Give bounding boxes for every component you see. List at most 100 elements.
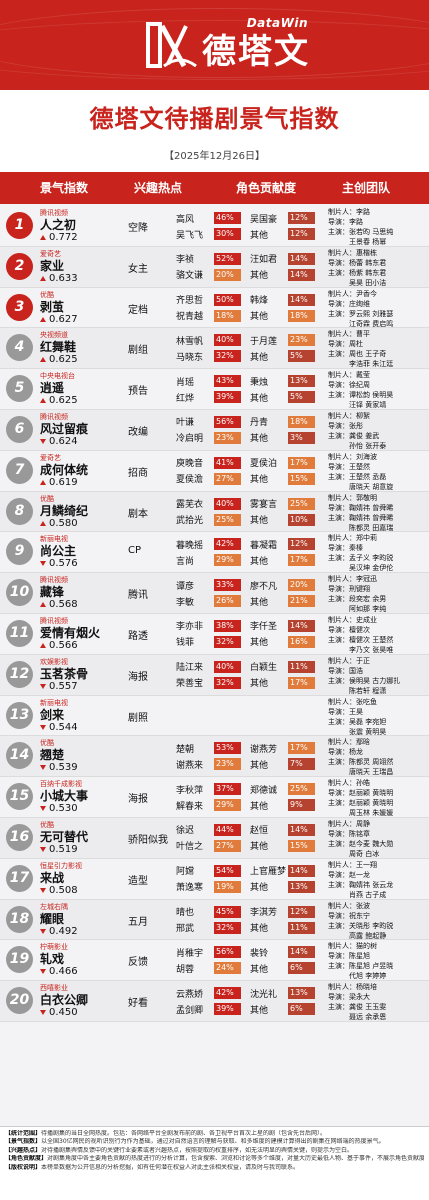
role-contribution: 白颖生 11% bbox=[250, 660, 315, 674]
ranking-row[interactable]: 18 左城右隅 耀眼 0.492 五月 晴也 45% 邢武 32% 李淇芳 12% 其他 11% 制片人：… bbox=[0, 899, 429, 941]
role-contribution: 其他 10% bbox=[250, 513, 315, 527]
team-line: 导演：陈星旭 bbox=[328, 952, 370, 961]
drama-title[interactable]: 尚公主 bbox=[40, 544, 77, 559]
trend-up-icon bbox=[40, 602, 46, 608]
drama-title[interactable]: 爱情有烟火 bbox=[40, 625, 101, 640]
ranking-row[interactable]: 7 爱奇艺 成何体统 0.619 招商 庾晚音 41% 夏侯澹 27% 夏侯泊 17% 其他 15% 制片… bbox=[0, 450, 429, 492]
ranking-row[interactable]: 13 新丽电视 剑来 0.544 剧照 制片人：张吃鱼 导演：王昊 主演：吴磊 李宛妲 张震 … bbox=[0, 695, 429, 737]
trend-down-icon bbox=[40, 806, 46, 812]
drama-title[interactable]: 月鳞绮纪 bbox=[40, 503, 89, 518]
ranking-row[interactable]: 11 腾讯视频 爱情有烟火 0.566 路透 李亦非 38% 钱菲 32% 李仟圣 14% 其他 16%… bbox=[0, 613, 429, 655]
drama-title[interactable]: 轧戏 bbox=[40, 952, 65, 967]
trend-up-icon bbox=[40, 479, 46, 485]
drama-title[interactable]: 玉茗茶骨 bbox=[40, 666, 89, 681]
drama-title[interactable]: 翘楚 bbox=[40, 748, 65, 763]
drama-title[interactable]: 风过留痕 bbox=[40, 421, 89, 436]
ranking-row[interactable]: 20 西嘻影业 白衣公卿 0.450 好看 云燕娇 42% 孟剑卿 39% 沈光礼 13% 其他 6% 制… bbox=[0, 981, 429, 1022]
rank-badge: 4 bbox=[6, 334, 33, 362]
role-percent: 17% bbox=[288, 742, 315, 755]
trend-down-icon bbox=[40, 887, 46, 893]
index-score: 0.544 bbox=[40, 722, 78, 733]
role-contribution: 叶信之 27% bbox=[176, 839, 241, 853]
ranking-row[interactable]: 17 恒星引力影视 来战 0.508 造型 阿嫦 54% 萧逸寒 19% 上官雁梦 14% 其他 13%… bbox=[0, 858, 429, 900]
role-contribution: 阿嫦 54% bbox=[176, 864, 241, 878]
brand-cn: 德塔文 bbox=[202, 32, 310, 72]
role-name: 其他 bbox=[250, 760, 269, 771]
role-contribution: 李敏 26% bbox=[176, 594, 241, 608]
team-line: 唐晓天 胡意旋 bbox=[328, 482, 394, 491]
ranking-row[interactable]: 1 腾讯视频 人之初 0.772 空降 高风 46% 吴飞飞 30% 吴国豪 12% 其他 12% 制片人… bbox=[0, 206, 429, 247]
drama-title[interactable]: 剑来 bbox=[40, 707, 65, 722]
ranking-row[interactable]: 2 爱奇艺 家业 0.633 女主 李祯 52% 骆文谦 20% 汪如君 14% 其他 14% 制片人：惠… bbox=[0, 246, 429, 288]
role-percent: 17% bbox=[288, 456, 315, 469]
team-line: 陈都灵 田嘉瑞 bbox=[328, 523, 394, 532]
team-line: 主演：陈都灵 周翊然 bbox=[328, 758, 394, 767]
trend-up-icon bbox=[40, 357, 46, 363]
trend-down-icon bbox=[40, 969, 46, 975]
rank-badge: 10 bbox=[6, 579, 33, 607]
role-name: 其他 bbox=[250, 964, 269, 975]
role-name: 红烨 bbox=[176, 393, 195, 404]
hot-topic: 改编 bbox=[128, 426, 148, 438]
role-name: 谢燕来 bbox=[176, 760, 204, 771]
ranking-row[interactable]: 6 腾讯视频 风过留痕 0.624 改编 叶谦 56% 冷启明 23% 丹青 18% 其他 3% 制片人：… bbox=[0, 409, 429, 451]
ranking-row[interactable]: 3 优酷 剥茧 0.627 定档 齐思哲 50% 祝青越 18% 韩烽 14% 其他 18% 制片人：尹香… bbox=[0, 287, 429, 329]
team-line: 导演：赵丽颖 黄晓明 bbox=[328, 789, 394, 798]
role-contribution: 暮晚摇 42% bbox=[176, 537, 241, 551]
drama-title[interactable]: 小城大事 bbox=[40, 789, 89, 804]
score-value: 0.580 bbox=[49, 517, 78, 529]
drama-title[interactable]: 家业 bbox=[40, 258, 65, 273]
index-score: 0.624 bbox=[40, 436, 78, 447]
role-percent: 42% bbox=[214, 987, 241, 1000]
drama-title[interactable]: 成何体统 bbox=[40, 462, 89, 477]
drama-title[interactable]: 耀眼 bbox=[40, 911, 65, 926]
trend-down-icon bbox=[40, 683, 46, 689]
team-line: 制片人：张吃鱼 bbox=[328, 697, 377, 706]
drama-title[interactable]: 藏锋 bbox=[40, 585, 65, 600]
brand-banner: DataWin 德塔文 bbox=[0, 0, 429, 90]
ranking-row[interactable]: 15 百纳千成影视 小城大事 0.530 海报 李秋萍 37% 解春来 29% 郑德诚 25% 其他 9… bbox=[0, 777, 429, 818]
score-value: 0.566 bbox=[49, 639, 78, 651]
header-team: 主创团队 bbox=[342, 181, 391, 195]
ranking-row[interactable]: 5 中央电视台 逍遥 0.625 预告 肖瑶 43% 红烨 39% 秉烛 13% 其他 5% 制片人：戴莹… bbox=[0, 369, 429, 410]
drama-title[interactable]: 逍遥 bbox=[40, 381, 65, 396]
platform-label: 爱奇艺 bbox=[40, 453, 61, 462]
role-name: 高风 bbox=[176, 214, 195, 225]
ranking-row[interactable]: 14 优酷 翘楚 0.539 楚朝 53% 谢燕来 23% 谢燕芳 17% 其他 7% 制片人：鄢晗 导演… bbox=[0, 736, 429, 778]
role-name: 吴飞飞 bbox=[176, 230, 204, 241]
role-percent: 9% bbox=[288, 799, 315, 812]
score-value: 0.508 bbox=[49, 884, 78, 896]
drama-title[interactable]: 剥茧 bbox=[40, 299, 65, 314]
role-contribution: 邢武 32% bbox=[176, 921, 241, 935]
drama-title[interactable]: 来战 bbox=[40, 870, 65, 885]
score-value: 0.625 bbox=[49, 395, 78, 407]
ranking-row[interactable]: 10 腾讯视频 藏锋 0.568 腾讯 谭彦 33% 李敏 26% 廖不凡 20% 其他 21% 制片人：… bbox=[0, 573, 429, 614]
role-percent: 39% bbox=[214, 391, 241, 404]
role-name: 齐思哲 bbox=[176, 296, 204, 307]
drama-title[interactable]: 红舞鞋 bbox=[40, 340, 77, 355]
role-name: 李敏 bbox=[176, 597, 195, 608]
team-line: 陈若轩 程潇 bbox=[328, 686, 387, 695]
role-contribution: 孟剑卿 39% bbox=[176, 1002, 241, 1016]
platform-label: 腾讯视频 bbox=[40, 412, 68, 421]
footer-note-text: 本榜单数据为公开信息的分析挖掘，如有任何潜在权益人对此主张相关权益，请及时与我司… bbox=[41, 1163, 300, 1171]
drama-title[interactable]: 无可替代 bbox=[40, 829, 89, 844]
creative-team: 制片人：刘海波 导演：王楚然 主演：王楚然 丞磊 唐晓天 胡意旋 bbox=[328, 452, 428, 492]
role-percent: 38% bbox=[214, 619, 241, 632]
ranking-row[interactable]: 12 欢娱影视 玉茗茶骨 0.557 海报 陆江来 40% 荣善宝 32% 白颖生 11% 其他 17%… bbox=[0, 654, 429, 696]
ranking-row[interactable]: 9 新丽电视 尚公主 0.576 CP 暮晚摇 42% 言尚 29% 暮凝霜 12% 其他 17% 制片人… bbox=[0, 532, 429, 574]
drama-title[interactable]: 人之初 bbox=[40, 218, 77, 232]
ranking-row[interactable]: 4 央视频道 红舞鞋 0.625 剧组 林雪帆 40% 马晓东 32% 于月莲 23% 其他 5% 制片人… bbox=[0, 328, 429, 370]
trend-up-icon bbox=[40, 642, 46, 648]
role-name: 楚朝 bbox=[176, 744, 195, 755]
rank-badge: 19 bbox=[6, 946, 33, 974]
ranking-row[interactable]: 8 优酷 月鳞绮纪 0.580 剧本 露芜衣 40% 武拾光 25% 雾宴言 25% 其他 10% 制片人… bbox=[0, 491, 429, 533]
role-contribution: 荣善宝 32% bbox=[176, 676, 241, 690]
footer-note-label: 【角色贡献度】 bbox=[5, 1155, 48, 1163]
role-percent: 50% bbox=[214, 293, 241, 306]
rank-badge: 7 bbox=[6, 456, 33, 484]
trend-up-icon bbox=[40, 235, 46, 240]
ranking-row[interactable]: 19 柠萌影业 轧戏 0.466 反馈 肖稚宇 56% 胡蓉 24% 裴铃 14% 其他 6% 制片人：猫… bbox=[0, 940, 429, 982]
drama-title[interactable]: 白衣公卿 bbox=[40, 993, 89, 1008]
ranking-row[interactable]: 16 优酷 无可替代 0.519 骄阳似我 徐迟 44% 叶信之 27% 赵恒 14% 其他 15% 制片… bbox=[0, 817, 429, 859]
